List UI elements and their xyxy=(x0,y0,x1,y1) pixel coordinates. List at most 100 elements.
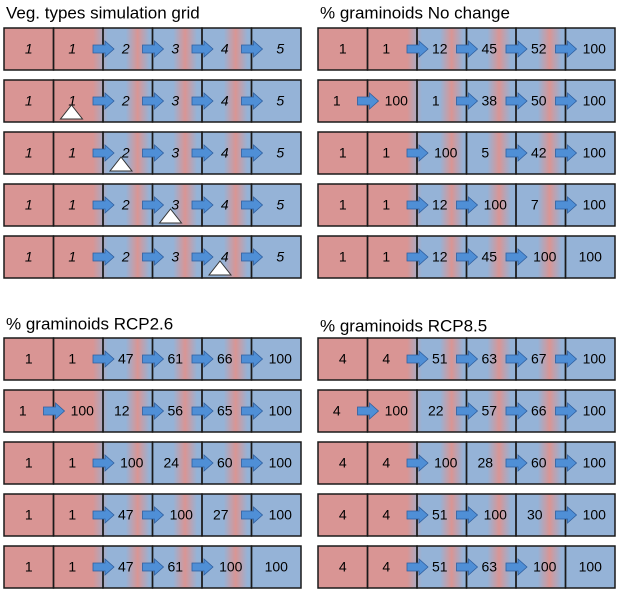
arrow xyxy=(241,506,264,524)
cell-value: 1 xyxy=(68,351,76,367)
cell-value: 12 xyxy=(432,41,448,57)
arrow xyxy=(406,506,429,524)
cell-value: 100 xyxy=(484,197,508,213)
cell-value: 66 xyxy=(217,351,233,367)
arrow xyxy=(505,454,528,472)
arrow xyxy=(357,402,380,420)
cell-value: 1 xyxy=(339,145,347,161)
arrow xyxy=(142,506,165,524)
cell-value: 12 xyxy=(432,249,448,265)
cell-value: 50 xyxy=(531,93,547,109)
cell-value: 2 xyxy=(121,249,130,265)
cell-value: 4 xyxy=(333,403,341,419)
arrow xyxy=(191,40,214,58)
cell xyxy=(564,545,616,589)
arrow xyxy=(357,92,380,110)
arrow xyxy=(142,402,165,420)
cell-value: 5 xyxy=(276,93,284,109)
cell-value: 1 xyxy=(339,197,347,213)
panel-title: % graminoids RCP8.5 xyxy=(320,316,487,335)
arrow xyxy=(92,144,115,162)
arrow xyxy=(191,558,214,576)
cell-value: 51 xyxy=(432,507,448,523)
cell-value: 2 xyxy=(121,197,130,213)
cell-value: 1 xyxy=(25,197,33,213)
cell-value: 1 xyxy=(339,41,347,57)
arrow xyxy=(191,144,214,162)
cell-value: 24 xyxy=(163,455,179,471)
cell-value: 4 xyxy=(382,455,390,471)
cell-value: 1 xyxy=(68,249,76,265)
cell-value: 3 xyxy=(171,197,179,213)
cell-value: 45 xyxy=(481,249,497,265)
arrow xyxy=(92,196,115,214)
arrow xyxy=(191,92,214,110)
arrow xyxy=(191,402,214,420)
arrow xyxy=(555,454,578,472)
cell-value: 1 xyxy=(68,197,76,213)
cell-value: 1 xyxy=(25,455,33,471)
cell-value: 57 xyxy=(481,403,497,419)
cell-value: 1 xyxy=(432,93,440,109)
arrow xyxy=(406,248,429,266)
arrow xyxy=(241,196,264,214)
arrow xyxy=(505,558,528,576)
cell-value: 4 xyxy=(382,351,390,367)
cell-value: 61 xyxy=(167,351,183,367)
cell-value: 100 xyxy=(219,559,243,575)
cell-value: 60 xyxy=(531,455,547,471)
cell-value: 100 xyxy=(583,41,607,57)
cell-value: 1 xyxy=(68,455,76,471)
cell-value: 100 xyxy=(269,403,293,419)
arrow xyxy=(456,40,479,58)
arrow xyxy=(505,40,528,58)
cell-value: 1 xyxy=(68,507,76,523)
cell-value: 45 xyxy=(481,41,497,57)
arrow xyxy=(191,248,214,266)
cell-value: 47 xyxy=(118,351,134,367)
cell-value: 1 xyxy=(25,507,33,523)
arrow xyxy=(241,40,264,58)
cell-value: 38 xyxy=(481,93,497,109)
arrow xyxy=(555,40,578,58)
cell-value: 4 xyxy=(221,249,229,265)
cell-value: 4 xyxy=(382,559,390,575)
cell-value: 100 xyxy=(583,145,607,161)
cell-value: 52 xyxy=(531,41,547,57)
arrow xyxy=(241,144,264,162)
arrow xyxy=(92,248,115,266)
cell-value: 4 xyxy=(382,507,390,523)
cell-value: 1 xyxy=(382,249,390,265)
arrow xyxy=(456,558,479,576)
cell-value: 42 xyxy=(531,145,547,161)
cell-value: 4 xyxy=(221,41,229,57)
arrow xyxy=(555,350,578,368)
arrow xyxy=(241,350,264,368)
cell-value: 61 xyxy=(167,559,183,575)
cell-value: 100 xyxy=(120,455,144,471)
position-marker xyxy=(158,208,183,224)
arrow xyxy=(92,558,115,576)
cell-value: 100 xyxy=(269,351,293,367)
cell-value: 5 xyxy=(276,249,284,265)
cell-value: 1 xyxy=(25,41,33,57)
cell-value: 12 xyxy=(432,197,448,213)
arrow xyxy=(406,454,429,472)
arrow xyxy=(456,92,479,110)
cell-value: 1 xyxy=(68,41,76,57)
arrow xyxy=(43,402,66,420)
cell-value: 100 xyxy=(269,455,293,471)
cell-value: 100 xyxy=(484,507,508,523)
arrow xyxy=(191,454,214,472)
cell-value: 1 xyxy=(25,351,33,367)
arrow xyxy=(406,40,429,58)
arrow xyxy=(142,196,165,214)
arrow xyxy=(142,144,165,162)
cell-value: 28 xyxy=(477,455,493,471)
cell-value: 27 xyxy=(213,507,229,523)
cell-value: 30 xyxy=(527,507,543,523)
cell-value: 2 xyxy=(121,93,130,109)
arrow xyxy=(92,454,115,472)
cell-value: 4 xyxy=(339,507,347,523)
arrow xyxy=(456,402,479,420)
